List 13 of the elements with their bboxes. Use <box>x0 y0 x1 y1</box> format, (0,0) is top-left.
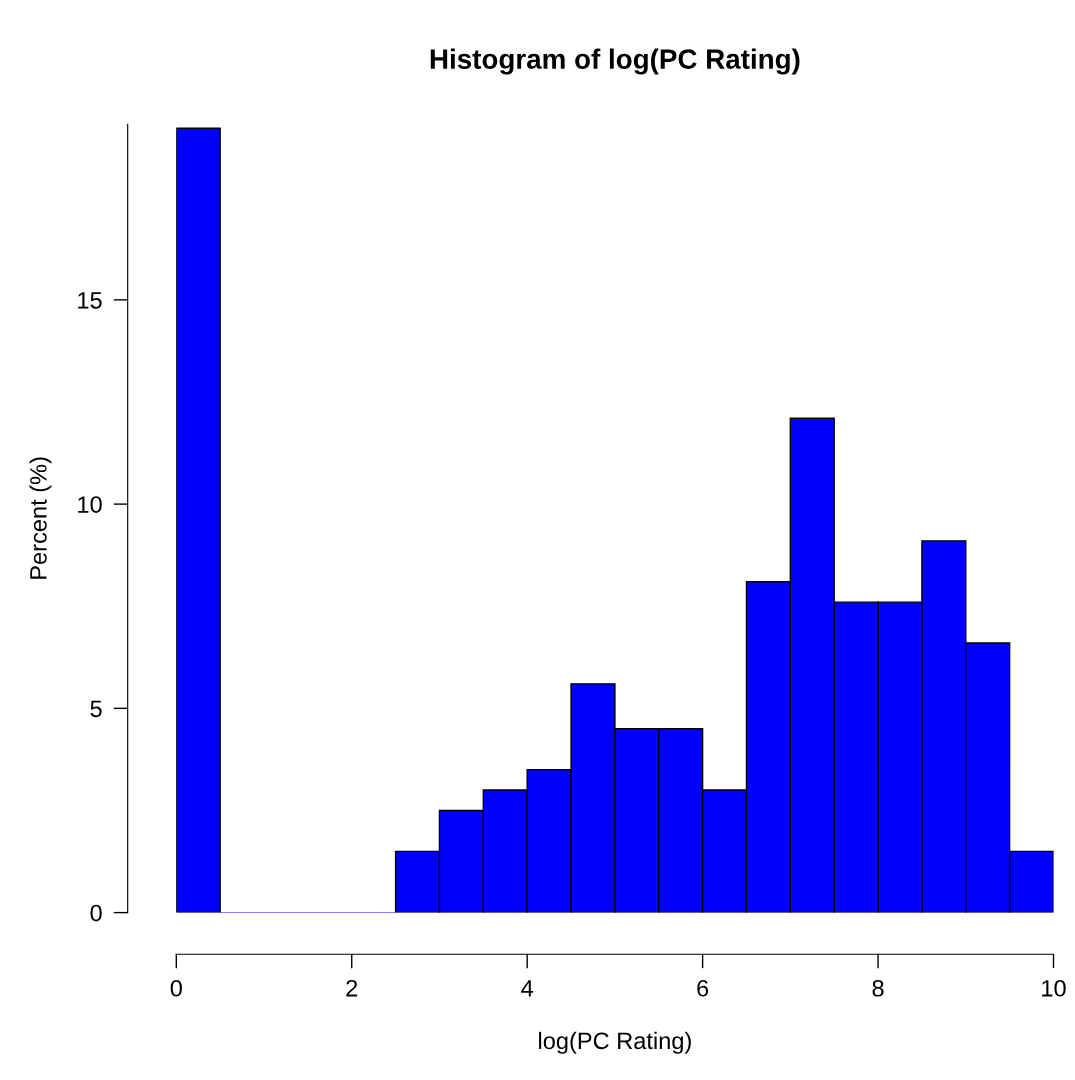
x-tick-label: 8 <box>872 979 884 997</box>
y-axis-title: Percent (%) <box>29 457 52 579</box>
chart-title: Histogram of log(PC Rating) <box>430 48 800 75</box>
y-tick-label: 5 <box>90 700 102 718</box>
x-tick-label: 10 <box>1042 979 1066 997</box>
x-tick-label: 2 <box>346 979 358 997</box>
x-tick-label: 4 <box>521 980 534 997</box>
x-tick-label: 6 <box>697 979 709 997</box>
y-tick-label: 10 <box>78 496 102 513</box>
x-tick-label: 0 <box>170 979 182 997</box>
x-axis-title: log(PC Rating) <box>539 1031 691 1054</box>
y-tick-label: 15 <box>78 292 102 309</box>
y-tick-label: 0 <box>90 904 102 922</box>
